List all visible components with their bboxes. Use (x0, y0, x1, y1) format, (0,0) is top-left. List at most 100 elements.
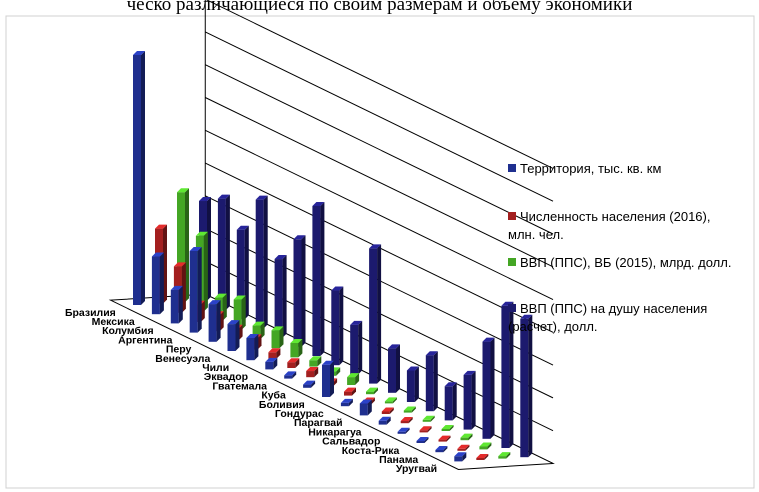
legend-swatch-gdp-per-capita (508, 304, 516, 312)
bar-top (151, 252, 164, 257)
page-caption: ческо различающиеся по своим размерам и … (126, 0, 633, 15)
bar-side (377, 244, 382, 384)
bar (381, 407, 394, 414)
category-label: Никарагуа (308, 426, 361, 438)
bar (482, 337, 495, 439)
bar-top (476, 454, 489, 458)
bar-side (408, 417, 413, 424)
bar-top (403, 406, 416, 411)
bar-top (369, 244, 382, 249)
bar-side (367, 399, 372, 416)
bar-face (309, 360, 318, 367)
bar-side (273, 357, 278, 370)
legend-item-territory: Территория, тыс. кв. км (508, 160, 661, 178)
bar (189, 246, 202, 333)
bar (463, 370, 476, 430)
bar-face (331, 290, 340, 366)
bar-face (265, 361, 274, 370)
bar (227, 320, 240, 351)
bar-side (396, 344, 400, 393)
category-label: Коста-Рика (342, 445, 400, 457)
gridline (205, 129, 554, 301)
bar-top (378, 416, 391, 421)
bar-face (290, 342, 299, 358)
bar-side (506, 452, 511, 459)
bar-face (189, 250, 198, 333)
bar (236, 225, 249, 320)
bar-side (263, 195, 268, 329)
bar (347, 373, 360, 385)
bar (479, 442, 492, 450)
bar (441, 425, 454, 431)
category-label: Мексика (92, 316, 135, 328)
bar-side (339, 286, 344, 366)
bar-side (446, 435, 451, 442)
legend-label-population: Численность населения (2016), млн. чел. (508, 209, 711, 242)
bar-side (295, 358, 300, 368)
bar (400, 417, 413, 424)
bar-face (460, 437, 469, 441)
bar (378, 416, 391, 425)
legend-item-gdp-per-capita: ВВП (ППС) на душу населения (расчет), до… (508, 300, 738, 336)
bar (419, 426, 432, 433)
bar (208, 300, 221, 342)
bar-top (312, 202, 325, 206)
bar-side (348, 398, 353, 407)
bar-top (454, 452, 467, 457)
bar-side (298, 338, 303, 358)
bar-side (462, 452, 467, 462)
bar-face (255, 199, 264, 329)
bar (252, 321, 265, 339)
bar-side (276, 348, 281, 359)
bar-top (306, 367, 319, 372)
legend-item-gdp: ВВП (ППС), ВБ (2015), млрд. долл. (508, 254, 758, 272)
bar-top (255, 195, 268, 200)
bar-side (301, 235, 306, 347)
bar-face (274, 259, 283, 338)
bar (271, 326, 284, 349)
bar-side (452, 382, 457, 421)
legend-swatch-gdp (508, 258, 516, 266)
bar-face (384, 401, 393, 404)
bar-side (355, 373, 360, 385)
bar-side (528, 314, 533, 458)
bar (520, 314, 533, 458)
bar-face (322, 364, 330, 397)
bar-top (284, 371, 297, 376)
bar-top (422, 415, 435, 420)
bar (177, 188, 189, 303)
bar-face (347, 377, 356, 385)
bar-face (381, 411, 390, 414)
category-label: Куба (261, 390, 286, 402)
bar-top (425, 351, 438, 356)
bar-top (274, 255, 287, 260)
bar-top (520, 314, 533, 319)
bar-side (389, 407, 394, 414)
bar-face (217, 198, 226, 310)
bar (498, 452, 511, 459)
category-label: Парагвай (294, 417, 343, 429)
bar-top (444, 382, 457, 387)
bar-side (244, 225, 249, 320)
bar-face (177, 192, 185, 303)
bar-face (133, 55, 141, 305)
bar-side (257, 334, 262, 350)
bar-face (454, 456, 463, 462)
bar-top (293, 235, 306, 240)
bar-face (397, 431, 406, 434)
bar-side (178, 285, 183, 324)
bar (331, 286, 344, 366)
bar-side (411, 406, 416, 413)
bar-top (397, 427, 410, 432)
bar-top (217, 194, 230, 199)
bar-side (487, 442, 492, 450)
bar-face (284, 375, 293, 379)
bar-side (358, 320, 363, 375)
bar (309, 356, 322, 367)
bar-top (340, 398, 353, 403)
bar-top (344, 387, 356, 392)
bar (322, 360, 334, 397)
bar-face (227, 324, 236, 351)
bar-top (246, 334, 259, 339)
bar-face (501, 305, 510, 448)
